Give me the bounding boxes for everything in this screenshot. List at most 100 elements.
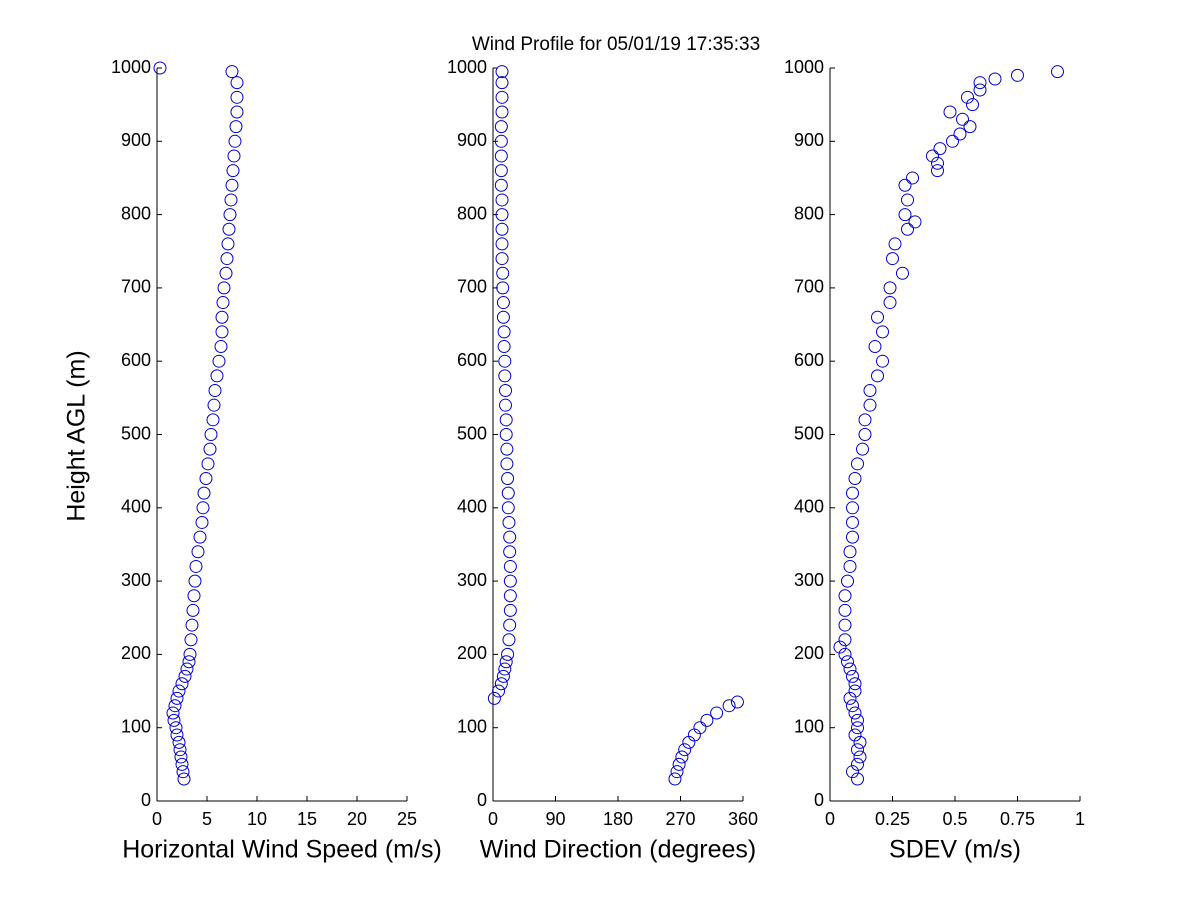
x-tick-label: 270 [665,809,695,829]
y-tick-label: 300 [457,570,487,590]
point [174,750,188,764]
point [220,252,234,266]
point [863,398,877,412]
point [848,677,862,691]
point [846,501,859,515]
point [502,515,516,529]
point [848,728,862,742]
point [178,669,192,683]
point [901,193,914,207]
point [225,178,239,192]
x-tick-label: 20 [347,809,367,829]
point [876,325,889,339]
point [503,589,517,603]
point [226,164,240,178]
x-tick-label: 90 [545,809,565,829]
y-tick-label: 800 [121,203,151,223]
point [501,647,515,661]
y-tick-label: 300 [794,570,824,590]
point [500,442,514,456]
point [177,772,191,786]
point [908,215,922,229]
point [496,296,510,310]
x-tick-label: 180 [603,809,633,829]
point [963,120,977,134]
x-tick-label: 360 [728,809,758,829]
point [931,156,944,170]
point [871,310,884,324]
point [973,83,987,97]
point [838,603,852,617]
point [846,669,859,683]
point [185,618,199,632]
point [496,310,510,324]
point [215,310,229,324]
point [722,699,736,713]
point [898,178,912,192]
point [221,237,235,251]
y-tick-label: 100 [794,716,824,736]
point [851,713,864,727]
point [851,757,864,771]
point [1011,68,1024,82]
point [495,208,509,222]
point [500,457,514,471]
point [495,65,509,79]
x-axis-label: SDEV (m/s) [889,836,1021,864]
y-tick-label: 400 [794,497,824,517]
point [498,662,512,676]
point [901,222,914,236]
point [843,662,857,676]
point [496,266,510,280]
y-tick-label: 800 [794,203,824,223]
point [961,90,974,104]
x-tick-label: 0.5 [942,809,967,829]
point [494,149,508,163]
point [193,530,207,544]
point [487,691,501,705]
point [207,398,221,412]
point [503,574,517,588]
point [499,384,512,398]
y-tick-label: 800 [457,203,487,223]
point [906,171,919,185]
y-tick-label: 1000 [447,57,487,77]
point [848,471,862,485]
y-tick-label: 200 [794,643,824,663]
point [988,72,1002,86]
point [730,695,744,709]
chart-title: Wind Profile for 05/01/19 17:35:33 [472,34,760,55]
point [886,252,899,266]
point [216,296,230,310]
point [675,750,689,764]
point [496,281,510,295]
point [700,713,714,727]
point [710,706,724,720]
point [166,706,180,720]
point [204,428,218,441]
y-tick-label: 500 [121,423,151,443]
point [838,618,852,632]
point [946,134,959,148]
x-tick-label: 0.25 [875,809,910,829]
point [876,354,889,368]
point [898,208,912,222]
point [498,369,512,383]
point [868,340,882,354]
point [501,501,515,515]
point [212,354,226,368]
point [172,684,186,698]
y-tick-label: 500 [794,423,824,443]
point [176,765,190,779]
point [943,105,957,119]
point [896,266,909,280]
point [846,486,859,500]
point [833,640,847,654]
y-tick-label: 400 [121,497,151,517]
point [206,413,220,427]
point [883,296,897,310]
point [168,699,182,713]
x-tick-label: 25 [397,809,417,829]
point [678,743,692,757]
point [670,765,684,779]
